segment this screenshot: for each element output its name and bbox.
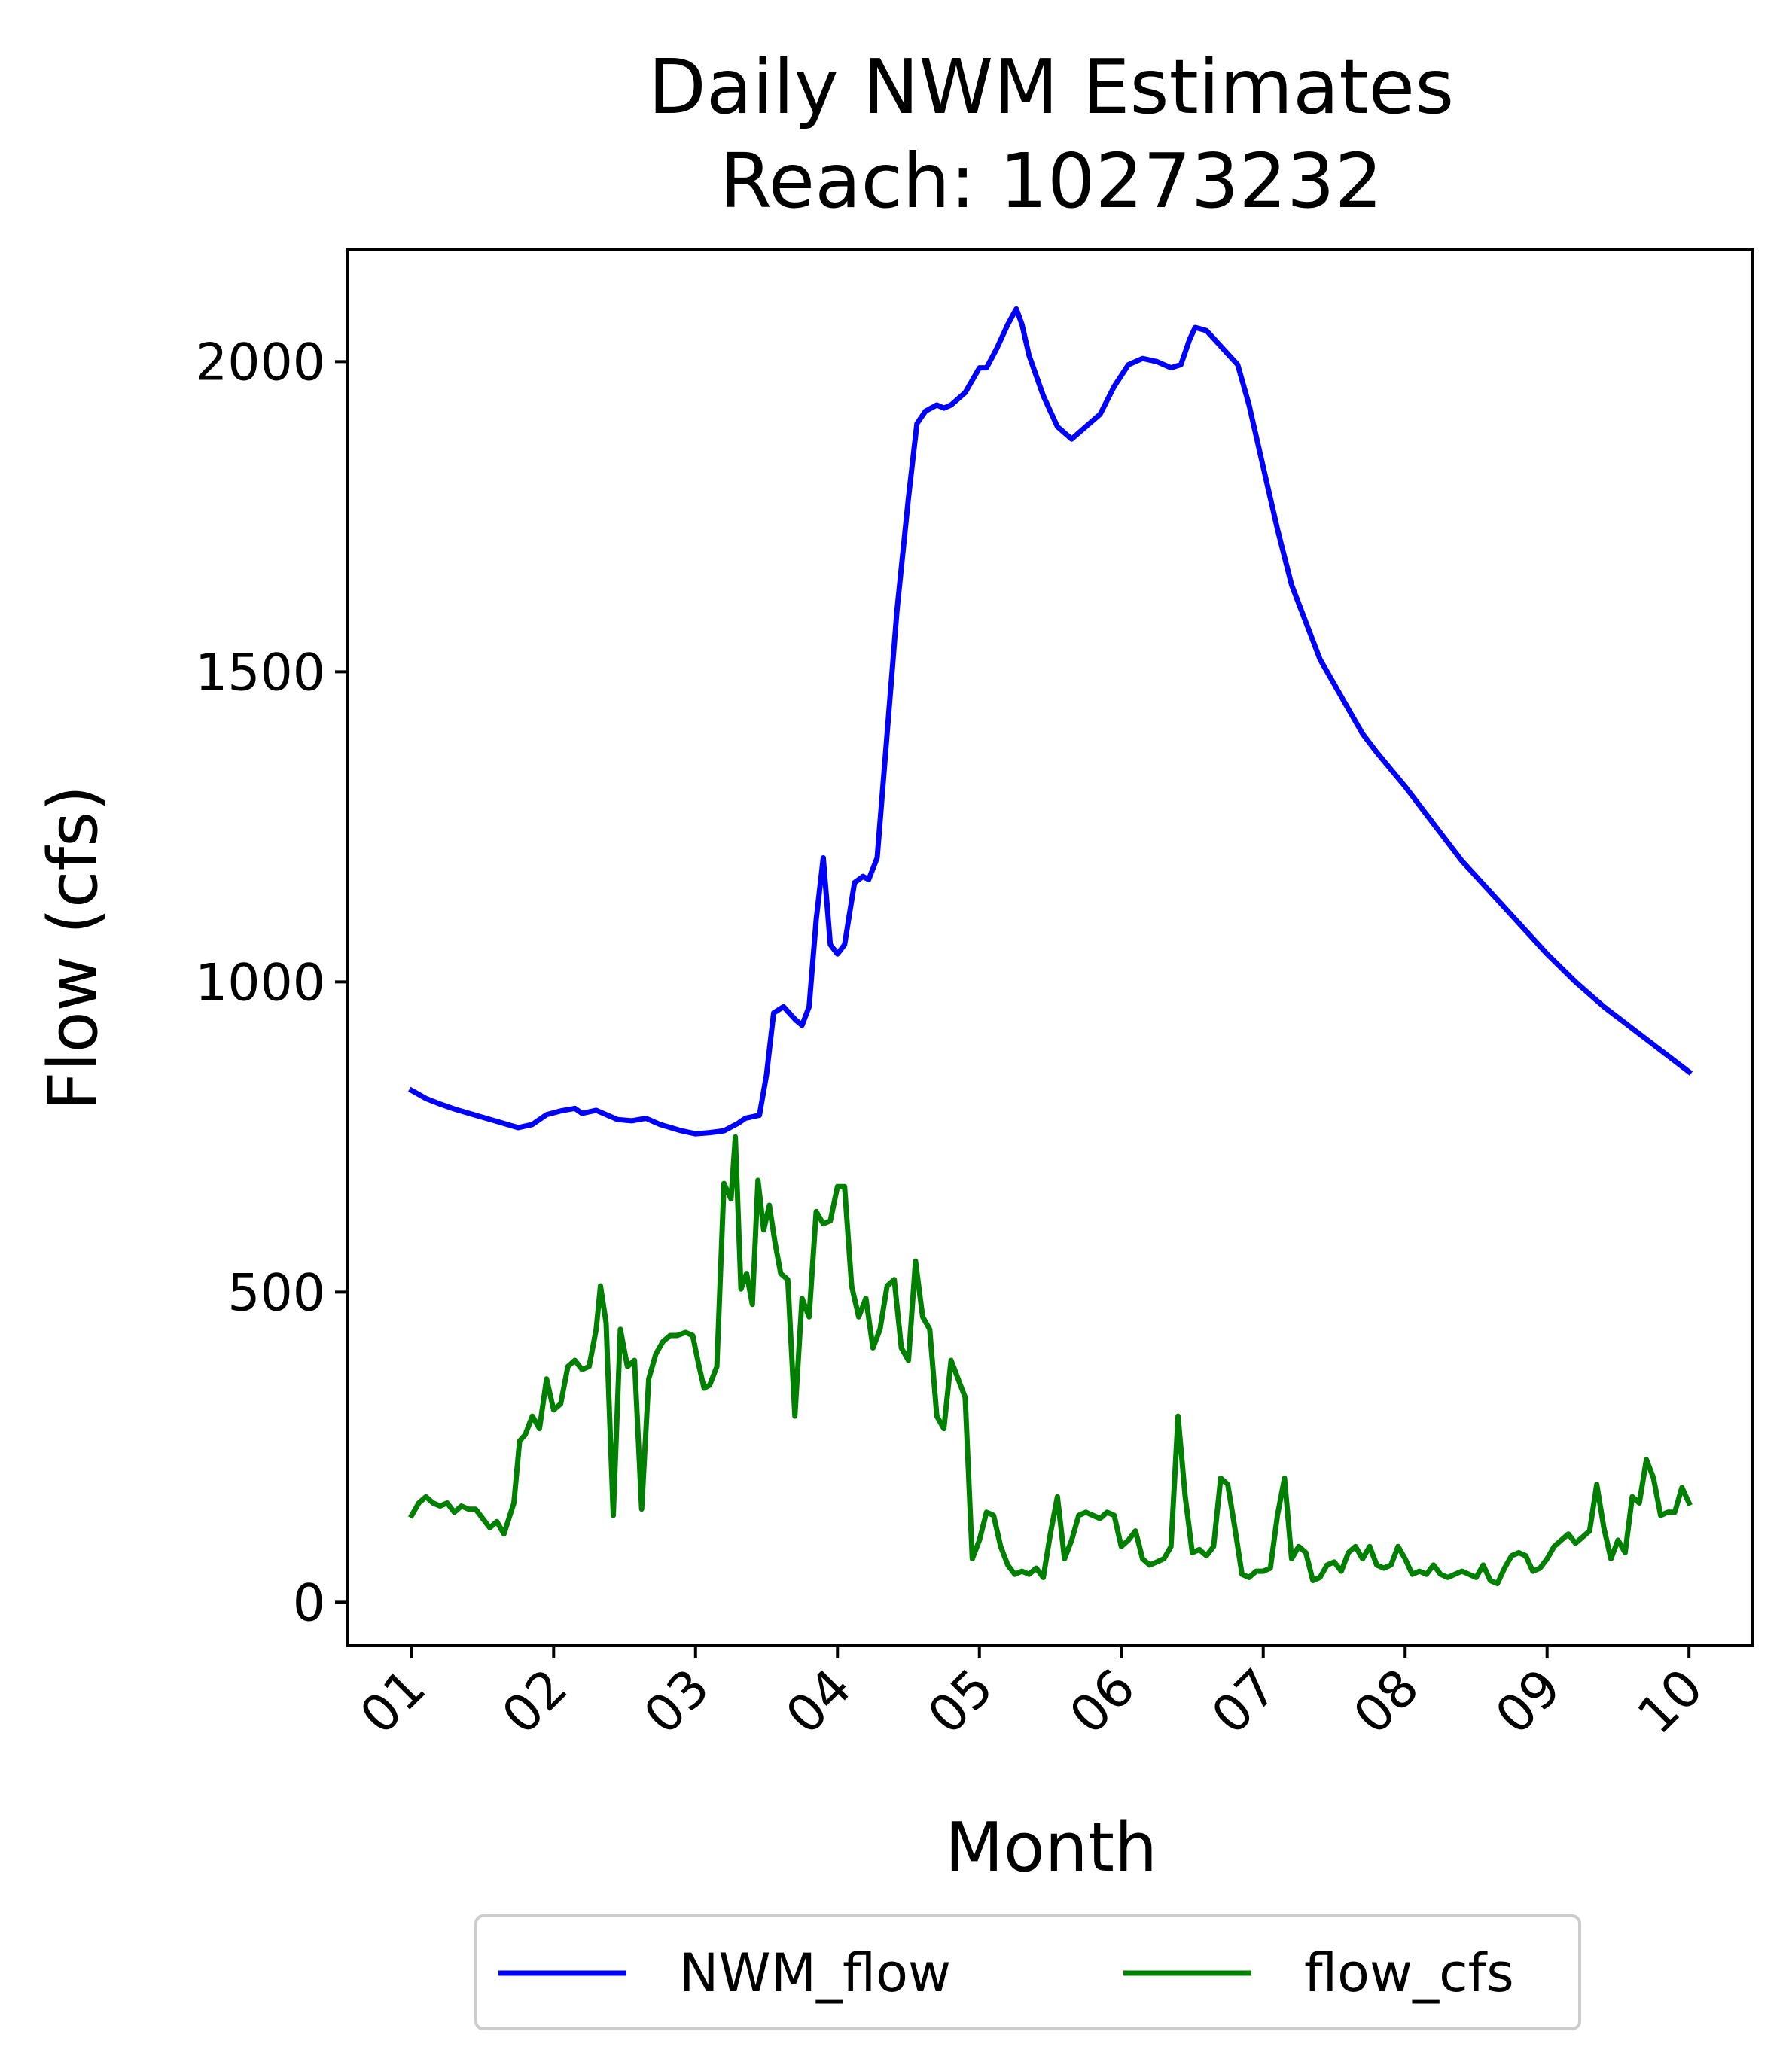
legend-box — [474, 1914, 1581, 2030]
x-axis-label: Month — [945, 1808, 1157, 1887]
y-axis: 0 500 1000 1500 2000 — [195, 333, 348, 1633]
y-tick-label: 0 — [293, 1573, 325, 1633]
chart-title-line-1: Daily NWM Estimates — [648, 43, 1454, 131]
y-axis-label: Flow (cfs) — [34, 785, 113, 1110]
chart-title-line-2: Reach: 10273232 — [720, 137, 1383, 225]
y-tick-label: 1000 — [195, 953, 325, 1013]
legend-label-flow-cfs: flow_cfs — [1304, 1942, 1514, 2004]
legend-label-nwm-flow: NWM_flow — [679, 1942, 951, 2004]
plot-frame — [346, 248, 1754, 1647]
y-tick-label: 2000 — [195, 333, 325, 392]
series-layer — [408, 306, 1693, 1587]
y-tick-label: 1500 — [195, 643, 325, 702]
series-line-flow-cfs — [408, 1134, 1693, 1587]
legend: NWM_flow flow_cfs — [474, 1914, 1581, 2030]
y-tick-label: 500 — [227, 1263, 325, 1323]
series-line-nwm-flow — [408, 306, 1693, 1137]
